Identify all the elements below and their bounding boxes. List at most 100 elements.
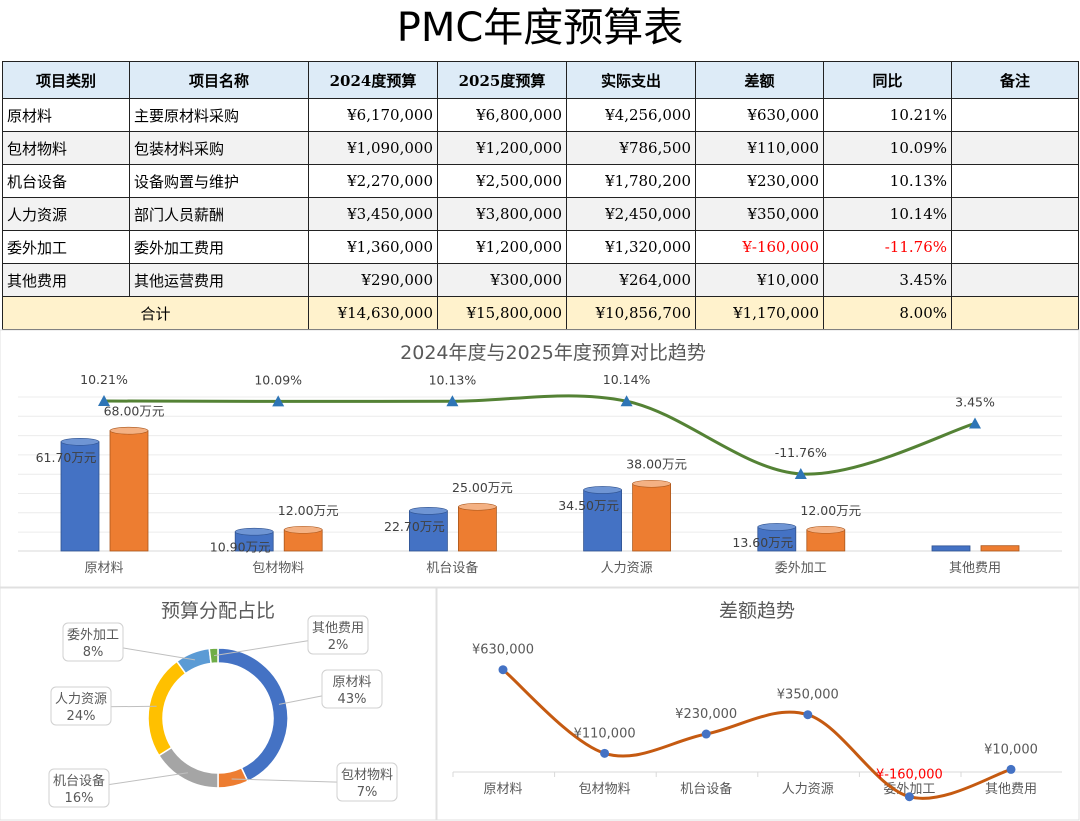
table-cell[interactable]: ¥350,000 (695, 197, 824, 231)
x-tick-label: 人力资源 (601, 561, 653, 576)
total-cell[interactable] (951, 296, 1079, 330)
slice-category: 包材物料 (341, 768, 393, 783)
budget-table: 项目类别 项目名称 2024度预算 2025度预算 实际支出 差额 同比 备注 原材料 主要原材… (2, 61, 1079, 330)
table-cell[interactable]: ¥6,800,000 (437, 98, 567, 132)
table-cell[interactable]: ¥3,800,000 (437, 197, 567, 231)
table-cell[interactable]: ¥786,500 (566, 131, 696, 165)
table-cell[interactable]: 3.45% (823, 263, 952, 297)
table-cell[interactable]: 其他费用 (2, 263, 130, 297)
table-cell[interactable] (951, 98, 1079, 132)
total-cell[interactable]: ¥10,856,700 (566, 296, 696, 330)
table-cell[interactable]: ¥630,000 (695, 98, 824, 132)
table-cell[interactable]: 主要原材料采购 (129, 98, 309, 132)
bar-data-label: 12.00万元 (278, 503, 339, 518)
yoy-data-label: 10.09% (254, 372, 302, 387)
triangle-marker (794, 467, 807, 479)
point-marker (498, 665, 508, 675)
pie-chart-title: 预算分配占比 (161, 600, 275, 622)
page-title: PMC年度预算表 (396, 5, 684, 51)
table-cell[interactable]: ¥300,000 (437, 263, 567, 297)
diff-data-label: ¥10,000 (984, 742, 1038, 757)
bar-cap (60, 437, 100, 446)
slice-percent: 2% (328, 638, 349, 653)
table-cell[interactable]: ¥1,200,000 (437, 131, 567, 165)
bar-2024-5 (931, 545, 971, 552)
table-cell[interactable]: 原材料 (2, 98, 130, 132)
slice-percent: 16% (65, 791, 94, 806)
diff-line (502, 668, 1012, 800)
table-row: 人力资源 部门人员薪酬 ¥3,450,000 ¥3,800,000 ¥2,450,000… (2, 197, 1079, 231)
table-cell[interactable]: 10.09% (823, 131, 952, 165)
slice-label-box (50, 686, 112, 726)
slice-category: 人力资源 (55, 692, 107, 707)
table-cell[interactable]: ¥290,000 (308, 263, 438, 297)
bar-2025-2 (457, 506, 497, 552)
column-header: 实际支出 (566, 61, 696, 99)
bar-data-label: 34.50万元 (558, 498, 619, 513)
bar-data-label: 22.70万元 (384, 519, 445, 534)
total-row: 合计 ¥14,630,000 ¥15,800,000 ¥10,856,700 ¥1,17… (2, 296, 1079, 330)
total-cell[interactable]: 合计 (2, 296, 309, 330)
table-cell[interactable]: ¥-160,000 (695, 230, 824, 264)
table-cell[interactable]: -11.76% (823, 230, 952, 264)
slice-percent: 24% (67, 709, 96, 724)
table-cell[interactable]: 10.14% (823, 197, 952, 231)
total-cell[interactable]: 8.00% (823, 296, 952, 330)
table-cell[interactable]: ¥1,780,200 (566, 164, 696, 198)
trend-chart-area (0, 329, 1080, 588)
table-row: 机台设备 设备购置与维护 ¥2,270,000 ¥2,500,000 ¥1,780,20… (2, 164, 1079, 198)
diff-data-label: ¥110,000 (574, 726, 636, 741)
point-marker (904, 792, 914, 802)
yoy-data-label: -11.76% (775, 445, 827, 460)
table-cell[interactable] (951, 263, 1079, 297)
table-cell[interactable]: 部门人员薪酬 (129, 197, 309, 231)
point-marker (701, 729, 711, 739)
bar-cap (757, 523, 797, 531)
bar-data-label: 61.70万元 (36, 450, 97, 465)
total-cell[interactable]: ¥1,170,000 (695, 296, 824, 330)
table-cell[interactable]: ¥1,090,000 (308, 131, 438, 165)
table-cell[interactable]: 设备购置与维护 (129, 164, 309, 198)
triangle-marker (620, 395, 633, 407)
table-cell[interactable]: ¥4,256,000 (566, 98, 696, 132)
x-tick-label: 其他费用 (985, 782, 1037, 797)
table-cell[interactable]: 包装材料采购 (129, 131, 309, 165)
table-cell[interactable]: ¥1,320,000 (566, 230, 696, 264)
table-cell[interactable]: 包材物料 (2, 131, 130, 165)
point-marker (600, 748, 610, 758)
x-tick-label: 机台设备 (680, 781, 732, 797)
x-tick-label: 委外加工 (775, 561, 827, 576)
table-cell[interactable]: 委外加工 (2, 230, 130, 264)
yoy-data-label: 10.21% (80, 372, 128, 387)
bar-2025-0 (109, 430, 149, 552)
table-cell[interactable] (951, 131, 1079, 165)
bar-data-label: 25.00万元 (452, 480, 513, 495)
diff-data-label: ¥630,000 (472, 643, 534, 658)
table-row: 委外加工 委外加工费用 ¥1,360,000 ¥1,200,000 ¥1,320,000… (2, 230, 1079, 264)
slice-percent: 43% (338, 692, 367, 707)
table-cell[interactable]: 其他运营费用 (129, 263, 309, 297)
table-cell[interactable]: 委外加工费用 (129, 230, 309, 264)
table-cell[interactable]: 人力资源 (2, 197, 130, 231)
x-tick-label: 人力资源 (782, 782, 834, 797)
table-cell[interactable]: ¥2,500,000 (437, 164, 567, 198)
column-header: 项目名称 (129, 61, 309, 99)
total-cell[interactable]: ¥14,630,000 (308, 296, 438, 330)
table-cell[interactable]: ¥110,000 (695, 131, 824, 165)
table-cell[interactable]: ¥230,000 (695, 164, 824, 198)
bar-cap (234, 527, 274, 536)
bar-cap (283, 525, 323, 534)
x-tick-label: 机台设备 (426, 560, 478, 576)
total-cell[interactable]: ¥15,800,000 (437, 296, 567, 330)
table-cell[interactable]: ¥10,000 (695, 263, 824, 297)
table-cell[interactable] (951, 164, 1079, 198)
triangle-marker (446, 395, 459, 407)
bar-2024-0 (60, 441, 100, 552)
table-cell[interactable]: ¥2,450,000 (566, 197, 696, 231)
column-header: 同比 (823, 61, 952, 99)
slice-label-box (62, 622, 124, 662)
column-header: 2025度预算 (437, 61, 567, 99)
table-cell[interactable]: ¥1,360,000 (308, 230, 438, 264)
point-marker (803, 710, 813, 720)
triangle-marker (969, 417, 981, 429)
